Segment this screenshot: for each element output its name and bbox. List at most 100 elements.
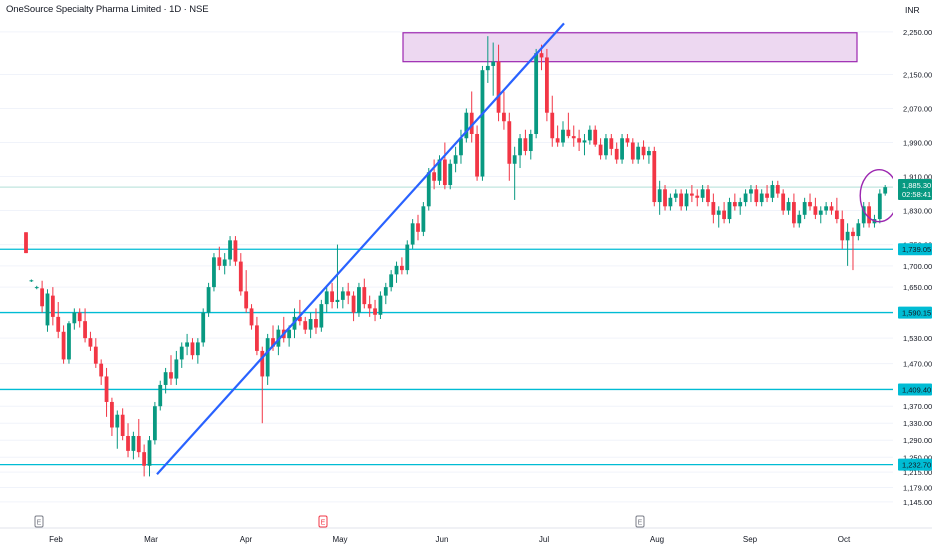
candle-body [598, 144, 603, 156]
price-axis[interactable]: 2,250.00 2,150.00 2,070.00 1,990.00 1,910.00… [893, 0, 932, 550]
candle-body [604, 138, 608, 156]
candle-body [571, 136, 576, 139]
candle-body [754, 189, 759, 203]
candle-body [88, 338, 93, 347]
candle-body [308, 319, 313, 330]
candle-body [834, 210, 839, 220]
candle-body [464, 112, 469, 139]
candle-body [110, 401, 114, 428]
candle-body [593, 129, 598, 145]
candle-body [136, 435, 141, 453]
candle-body [83, 321, 87, 339]
time-tick-label: Jul [539, 535, 549, 544]
candle-body [228, 240, 232, 260]
candle-body [426, 172, 431, 207]
candle-body [555, 138, 560, 143]
price-tick-label: 1,910.00 [903, 173, 932, 182]
support-price-label: 1,590.15 [902, 309, 931, 318]
candle-body [818, 210, 823, 215]
resistance-zone-box [402, 32, 858, 63]
candle-body [630, 142, 635, 160]
time-tick-label: Mar [144, 535, 158, 544]
price-tick-label: 1,179.00 [903, 483, 932, 492]
price-grid [0, 31, 893, 503]
candle-body [480, 70, 485, 177]
candle-body [851, 231, 855, 237]
candle-body [378, 295, 383, 315]
support-price-tag [898, 306, 932, 319]
candle-body [475, 133, 479, 177]
time-tick-label: Jun [436, 535, 449, 544]
candle-body [67, 323, 71, 360]
trendline[interactable] [156, 22, 565, 476]
candle-body [856, 223, 861, 237]
time-tick-label: May [332, 535, 347, 544]
candle-body [367, 304, 372, 309]
price-tick-label: 1,330.00 [903, 419, 932, 428]
candle-body [829, 206, 834, 211]
earnings-marker [635, 515, 645, 528]
price-tick-label: 1,370.00 [903, 402, 932, 411]
candle-body [357, 287, 361, 313]
candle-body [625, 138, 630, 143]
candle-body [416, 223, 420, 232]
candle-body [24, 232, 28, 254]
candle-body [169, 372, 173, 379]
candle-body [727, 202, 732, 220]
candle-body [324, 291, 329, 305]
ascending-trendline [156, 22, 565, 476]
candle-body [722, 210, 726, 220]
candle-body [212, 257, 216, 288]
candle-body [797, 214, 802, 224]
price-tick-label: 1,145.00 [903, 498, 932, 507]
candle-body [206, 287, 211, 313]
candle-body [840, 219, 845, 241]
candle-body [195, 342, 200, 356]
candle-body [217, 257, 222, 266]
support-price-tag [898, 243, 932, 256]
candle-body [523, 138, 528, 152]
candle-body [673, 193, 678, 198]
candle-body [120, 414, 125, 436]
candle-body [351, 295, 356, 313]
candle-body [72, 312, 77, 324]
resistance-zone[interactable] [402, 32, 858, 63]
price-tick-label: 1,290.00 [903, 436, 932, 445]
candle-body [636, 146, 641, 160]
price-tick-label: 2,070.00 [903, 104, 932, 113]
candle-body [373, 308, 377, 315]
price-tick-label: 1,650.00 [903, 283, 932, 292]
candle-body [421, 206, 426, 232]
candle-body [362, 287, 367, 305]
candle-body [502, 112, 506, 122]
candle-body [314, 319, 318, 328]
candle-body [330, 291, 334, 303]
candle-body [34, 287, 39, 289]
candle-body [620, 138, 624, 160]
support-price-label: 1,739.05 [902, 245, 931, 254]
candle-body [684, 193, 689, 207]
last-price-countdown: 02:58:41 [902, 190, 931, 199]
candle-body [453, 155, 458, 164]
candle-body [244, 291, 249, 309]
candle-body [174, 359, 179, 379]
time-axis[interactable]: Feb Mar Apr May Jun Jul Aug Sep Oct [0, 527, 932, 544]
candle-series [24, 36, 888, 477]
candle-body [641, 146, 646, 156]
support-price-tag [898, 383, 932, 396]
candle-body [319, 304, 324, 328]
candle-body [265, 338, 270, 377]
candle-body [185, 342, 189, 347]
candle-body [142, 452, 147, 466]
earnings-marker-label: E [638, 520, 643, 527]
candle-body [775, 185, 780, 194]
candle-body [792, 202, 796, 224]
earnings-marker [318, 515, 328, 528]
candle-body [410, 223, 415, 245]
candle-body [732, 202, 737, 207]
candle-body [845, 231, 850, 241]
candle-body [271, 338, 275, 347]
price-tick-label: 1,250.00 [903, 453, 932, 462]
candle-body [770, 185, 775, 198]
